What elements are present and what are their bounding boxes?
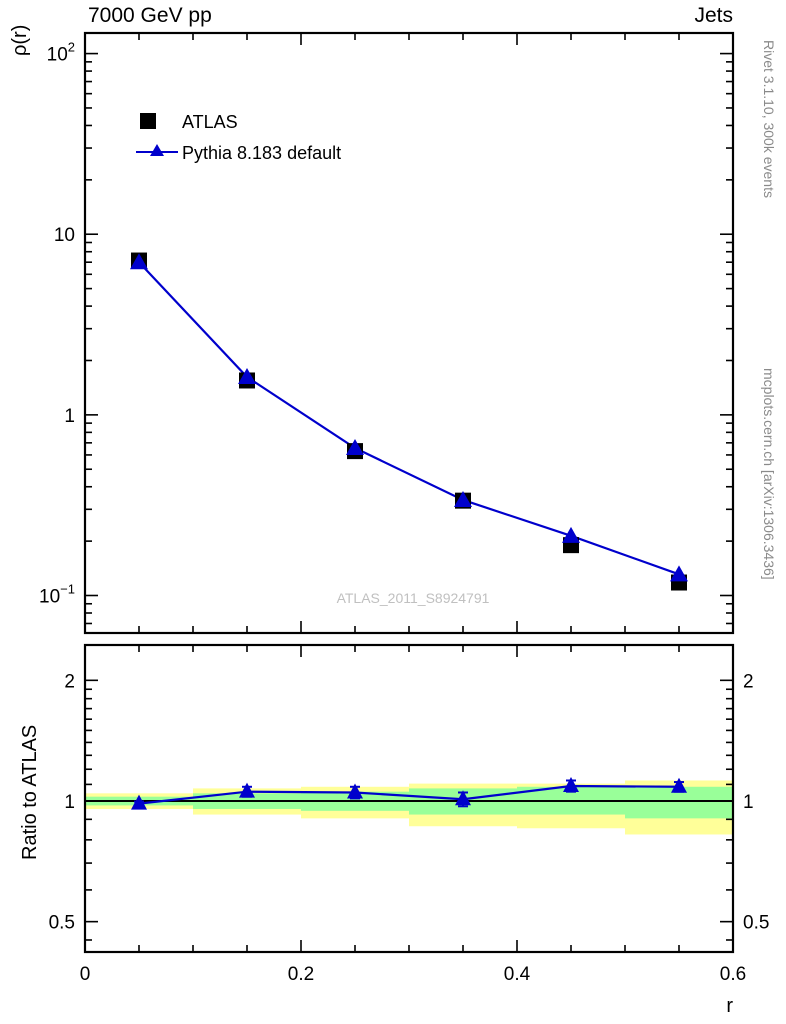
main-y-tick-label-2: 1 (64, 406, 75, 427)
ratio-mc-marker-5 (671, 777, 687, 793)
x-tick-label-3: 0.6 (720, 964, 746, 985)
x-tick-label-2: 0.4 (504, 964, 531, 985)
header-beam-label: 7000 GeV pp (88, 4, 212, 27)
sidebar-rivet-label: Rivet 3.1.10, 300k events (761, 40, 777, 198)
x-axis-label: r (726, 995, 733, 1017)
axis-ticks (84, 33, 734, 952)
main-mc-marker-2 (346, 439, 364, 456)
main-y-tick-label-0: 102 (47, 40, 75, 66)
ratio-y-tick-label-left-2: 0.5 (49, 913, 75, 934)
main-mc-marker-0 (130, 253, 148, 270)
ratio-uncertainty-bands (85, 780, 733, 835)
ratio-y-tick-label-right-1: 1 (743, 792, 754, 813)
legend: ATLAS Pythia 8.183 default (136, 112, 341, 163)
analysis-watermark: ATLAS_2011_S8924791 (337, 590, 490, 606)
main-mc-marker-4 (562, 526, 580, 543)
main-mc-marker-3 (454, 490, 472, 507)
header-process-label: Jets (694, 4, 733, 27)
ratio-mc-marker-3 (455, 790, 471, 806)
ratio-mc-marker-0 (131, 794, 147, 810)
sidebar-mcplots-label: mcplots.cern.ch [arXiv:1306.3436] (761, 368, 777, 580)
main-mc-marker-1 (238, 368, 256, 385)
legend-label-atlas: ATLAS (182, 112, 238, 132)
x-tick-label-0: 0 (80, 964, 91, 985)
ratio-y-tick-label-left-0: 2 (64, 671, 75, 692)
ratio-mc-marker-2 (347, 783, 363, 799)
main-mc-line (138, 261, 680, 576)
axis-tick-labels: 0 0.2 0.4 0.6 102 10 1 10−1 2 2 1 1 0.5 0.5 (39, 40, 769, 985)
ratio-mc-line (138, 784, 680, 805)
ratio-mc-marker-1 (239, 782, 255, 798)
ratio-mc-marker-4 (563, 776, 579, 792)
ratio-y-axis-label: Ratio to ATLAS (19, 725, 41, 860)
main-y-tick-label-1: 10 (54, 225, 75, 246)
main-y-tick-label-3: 10−1 (39, 581, 75, 607)
ratio-y-tick-label-right-0: 2 (743, 671, 754, 692)
ratio-panel-series (131, 776, 687, 810)
legend-marker-atlas (140, 113, 156, 129)
legend-marker-pythia (150, 144, 164, 156)
main-panel-series (130, 252, 688, 591)
ratio-y-tick-label-left-1: 1 (64, 792, 75, 813)
main-y-axis-label: ρ(r) (9, 25, 31, 56)
ratio-y-tick-label-right-2: 0.5 (743, 913, 769, 934)
legend-label-pythia: Pythia 8.183 default (182, 143, 341, 163)
main-mc-marker-5 (670, 565, 688, 582)
x-tick-label-1: 0.2 (288, 964, 314, 985)
